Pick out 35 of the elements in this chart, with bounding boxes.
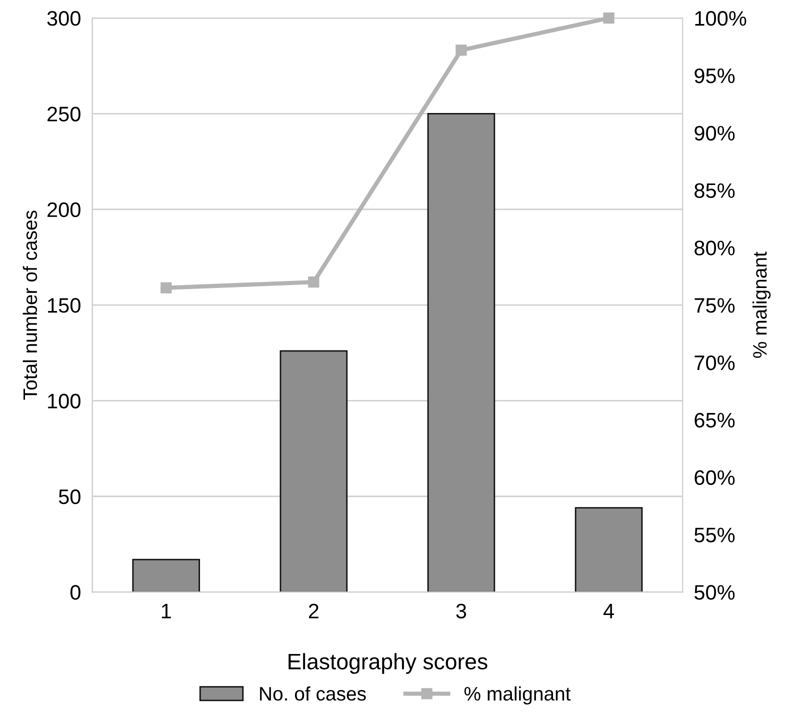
y2-tick-label: 100%	[695, 11, 746, 26]
y-tick-label: 250	[48, 106, 80, 122]
y-tick-label: 200	[48, 202, 80, 218]
y2-tick-label: 80%	[694, 240, 735, 256]
y-tick-label: 0	[70, 585, 80, 600]
y2-tick-label: 70%	[694, 355, 735, 370]
y-tick-label: 150	[48, 298, 80, 313]
y2-tick-label: 65%	[694, 412, 735, 428]
x-tick-label: 3	[456, 604, 466, 618]
bar	[280, 350, 348, 592]
point	[160, 282, 172, 294]
y-tick-label: 100	[48, 394, 80, 408]
y-tick-label: 300	[47, 11, 80, 26]
point	[603, 12, 614, 24]
legend-label: % malignant	[464, 686, 571, 704]
y2-axis-title: % malignant	[752, 252, 771, 358]
y-axis-title: Total number of cases	[22, 210, 38, 400]
y2-tick-label: 60%	[694, 470, 735, 485]
point	[308, 276, 320, 288]
point	[456, 44, 467, 56]
y2-tick-label: 95%	[694, 68, 735, 84]
x-tick-label: 4	[603, 604, 614, 618]
y2-tick-label: 90%	[694, 126, 735, 141]
legend-label: No. of cases	[260, 686, 366, 701]
y2-tick-label: 75%	[694, 298, 735, 313]
y-tick-label: 50	[58, 489, 80, 504]
x-axis-title: Elastography scores	[288, 653, 488, 674]
y2-tick-label: 85%	[694, 183, 735, 198]
y2-tick-label: 50%	[694, 585, 735, 600]
x-tick-label: 1	[162, 604, 171, 618]
y2-tick-label: 55%	[694, 528, 735, 542]
bar	[574, 507, 643, 592]
x-tick-label: 2	[308, 604, 318, 618]
bar	[132, 558, 200, 592]
bar	[427, 113, 496, 592]
